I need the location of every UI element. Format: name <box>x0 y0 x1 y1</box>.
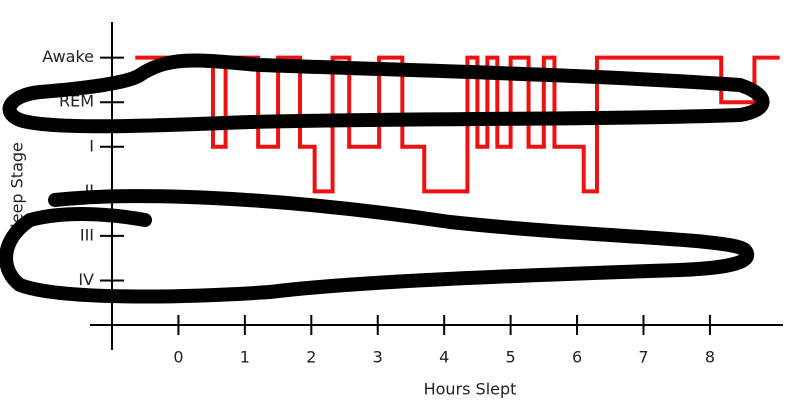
x-tick-label: 1 <box>240 348 250 367</box>
x-tick-label: 3 <box>373 348 383 367</box>
y-tick-label: I <box>89 136 94 155</box>
y-axis-label: Sleep Stage <box>8 142 27 238</box>
x-tick-label: 5 <box>506 348 516 367</box>
y-tick-label: IV <box>78 270 94 289</box>
y-tick-label: Awake <box>42 47 94 66</box>
x-tick-label: 2 <box>306 348 316 367</box>
y-tick-label: II <box>85 181 94 200</box>
x-tick-label: 6 <box>572 348 582 367</box>
x-tick-label: 4 <box>439 348 449 367</box>
scribble <box>0 53 770 304</box>
x-tick-label: 7 <box>638 348 648 367</box>
x-axis-label: Hours Slept <box>424 380 517 399</box>
x-tick-label: 0 <box>173 348 183 367</box>
x-tick-label: 8 <box>705 348 715 367</box>
y-tick-label: III <box>80 225 94 244</box>
